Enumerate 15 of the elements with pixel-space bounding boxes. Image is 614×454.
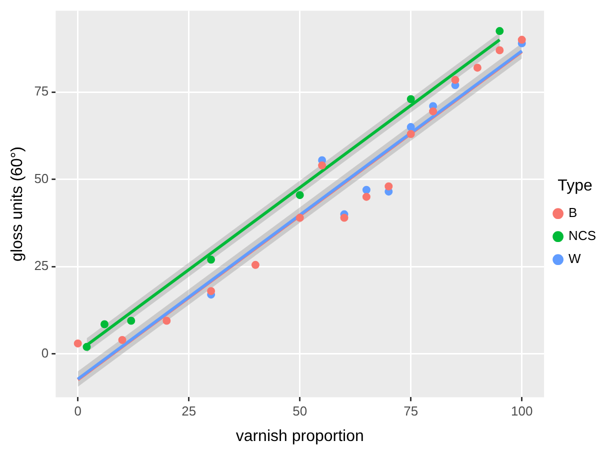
y-tick-label: 75 — [34, 84, 49, 99]
x-tick-label: 75 — [404, 404, 418, 419]
x-tick-label: 100 — [511, 404, 533, 419]
x-tick-label: 0 — [74, 404, 82, 419]
x-tick-label: 25 — [182, 404, 196, 419]
y-axis-title: gloss units (60°) — [9, 146, 26, 262]
y-tick-label: 0 — [41, 345, 49, 360]
x-axis-title: varnish proportion — [236, 428, 364, 445]
legend-title: Type — [558, 177, 592, 194]
legend-label: W — [568, 251, 582, 266]
legend-label: B — [568, 205, 578, 220]
y-tick-label: 50 — [34, 170, 49, 186]
y-tick-label: 25 — [34, 258, 49, 274]
legend-label: NCS — [568, 228, 596, 244]
x-tick-label: 50 — [292, 404, 308, 419]
